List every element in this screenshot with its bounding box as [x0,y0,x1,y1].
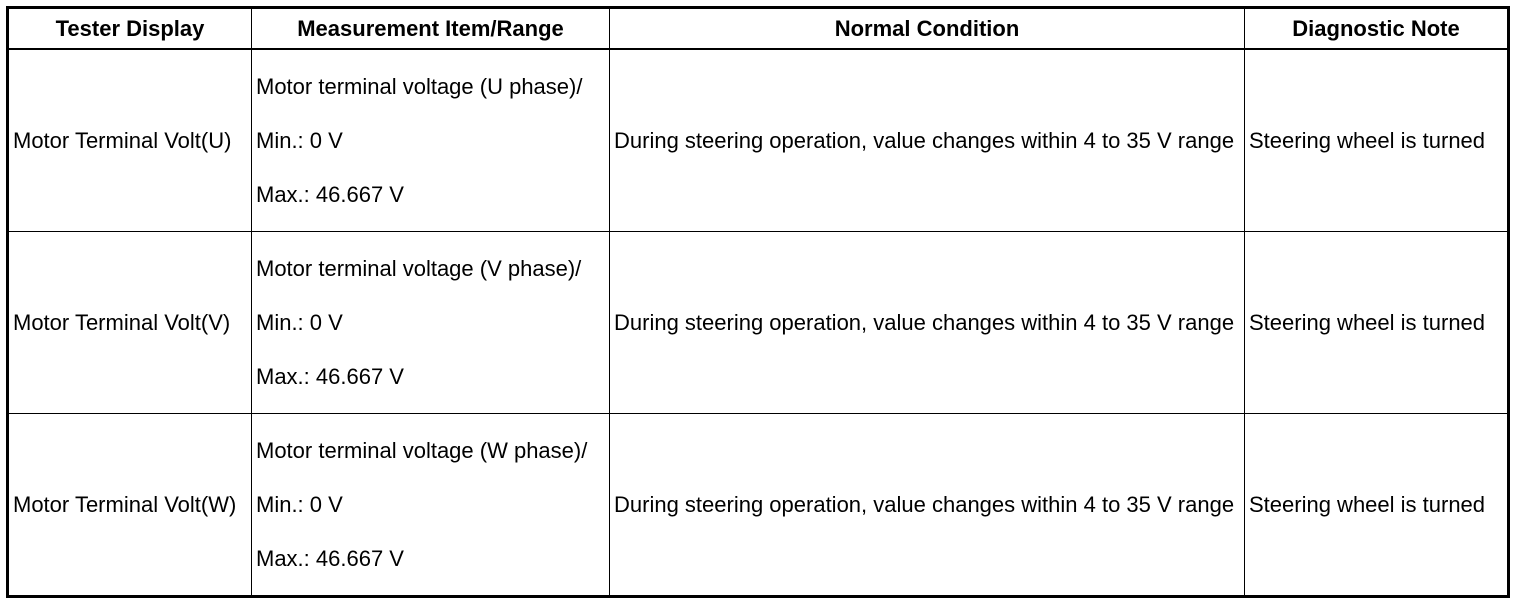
header-normal-condition: Normal Condition [609,7,1245,50]
diagnostic-note-cell: Steering wheel is turned [1244,413,1509,597]
range-min: Min.: 0 V [256,309,343,335]
normal-condition-cell: During steering operation, value changes… [609,48,1245,232]
table-row: Motor Terminal Volt(W) Motor terminal vo… [7,413,1509,597]
range-min: Min.: 0 V [256,127,343,153]
tester-display-cell: Motor Terminal Volt(V) [7,231,252,414]
range-min: Min.: 0 V [256,491,343,517]
measurement-item: Motor terminal voltage (W phase)/ [256,437,588,463]
spec-table-container: Tester Display Measurement Item/Range No… [6,6,1510,598]
header-measurement-item: Measurement Item/Range [251,7,610,50]
tester-display-cell: Motor Terminal Volt(W) [7,413,252,597]
data-list-table: Tester Display Measurement Item/Range No… [6,6,1510,598]
measurement-item: Motor terminal voltage (U phase)/ [256,73,583,99]
header-row: Tester Display Measurement Item/Range No… [7,7,1509,50]
tester-display-cell: Motor Terminal Volt(U) [7,48,252,232]
diagnostic-note-cell: Steering wheel is turned [1244,231,1509,414]
measurement-cell: Motor terminal voltage (U phase)/ Min.: … [251,48,610,232]
table-row: Motor Terminal Volt(V) Motor terminal vo… [7,231,1509,414]
range-max: Max.: 46.667 V [256,363,404,389]
normal-condition-cell: During steering operation, value changes… [609,231,1245,414]
diagnostic-note-cell: Steering wheel is turned [1244,48,1509,232]
header-diagnostic-note: Diagnostic Note [1244,7,1509,50]
range-max: Max.: 46.667 V [256,181,404,207]
measurement-cell: Motor terminal voltage (W phase)/ Min.: … [251,413,610,597]
normal-condition-cell: During steering operation, value changes… [609,413,1245,597]
header-tester-display: Tester Display [7,7,252,50]
table-row: Motor Terminal Volt(U) Motor terminal vo… [7,48,1509,232]
range-max: Max.: 46.667 V [256,545,404,571]
measurement-cell: Motor terminal voltage (V phase)/ Min.: … [251,231,610,414]
measurement-item: Motor terminal voltage (V phase)/ [256,255,582,281]
